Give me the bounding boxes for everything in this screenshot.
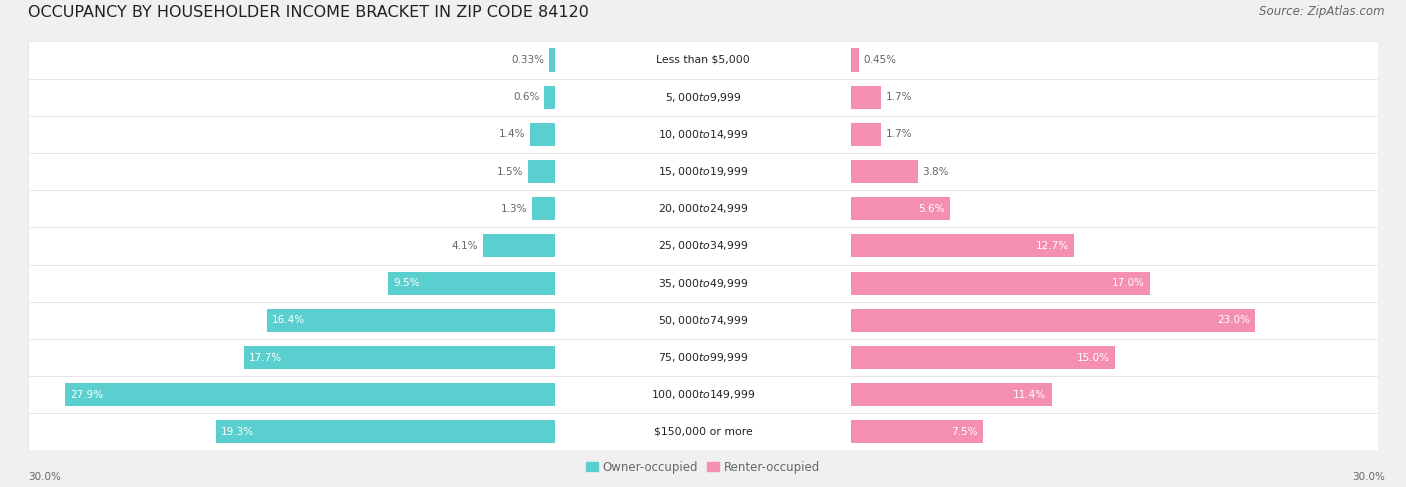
Text: 11.4%: 11.4% xyxy=(1014,390,1046,400)
Text: 16.4%: 16.4% xyxy=(271,315,305,325)
Bar xyxy=(28,153,1378,190)
Bar xyxy=(28,339,1378,376)
Text: 4.1%: 4.1% xyxy=(451,241,478,251)
Bar xyxy=(530,123,554,146)
Text: 1.3%: 1.3% xyxy=(501,204,527,214)
Text: 5.6%: 5.6% xyxy=(918,204,945,214)
Bar xyxy=(482,234,554,258)
Text: 0.6%: 0.6% xyxy=(513,92,540,102)
Text: $35,000 to $49,999: $35,000 to $49,999 xyxy=(658,277,748,290)
Text: 17.0%: 17.0% xyxy=(1112,278,1144,288)
Bar xyxy=(28,413,1378,450)
Bar xyxy=(548,49,554,72)
Text: 1.5%: 1.5% xyxy=(498,167,523,177)
Bar xyxy=(852,420,983,443)
Bar xyxy=(852,197,949,220)
Text: $50,000 to $74,999: $50,000 to $74,999 xyxy=(658,314,748,327)
Bar xyxy=(852,346,1115,369)
Text: 30.0%: 30.0% xyxy=(1353,472,1385,482)
Text: 27.9%: 27.9% xyxy=(70,390,104,400)
Text: $150,000 or more: $150,000 or more xyxy=(654,427,752,437)
Text: 3.8%: 3.8% xyxy=(922,167,949,177)
Text: $100,000 to $149,999: $100,000 to $149,999 xyxy=(651,388,755,401)
Text: $75,000 to $99,999: $75,000 to $99,999 xyxy=(658,351,748,364)
Bar xyxy=(28,116,1378,153)
Text: Less than $5,000: Less than $5,000 xyxy=(657,55,749,65)
Bar xyxy=(245,346,554,369)
Text: 1.4%: 1.4% xyxy=(499,130,526,139)
Bar xyxy=(531,197,554,220)
Bar xyxy=(28,41,1378,78)
Bar xyxy=(28,376,1378,413)
Bar xyxy=(852,160,918,183)
Bar xyxy=(28,227,1378,264)
Bar xyxy=(852,309,1256,332)
Text: OCCUPANCY BY HOUSEHOLDER INCOME BRACKET IN ZIP CODE 84120: OCCUPANCY BY HOUSEHOLDER INCOME BRACKET … xyxy=(28,5,589,20)
Bar xyxy=(852,49,859,72)
Text: 12.7%: 12.7% xyxy=(1036,241,1069,251)
Text: 17.7%: 17.7% xyxy=(249,353,283,362)
Text: 15.0%: 15.0% xyxy=(1077,353,1109,362)
Text: 30.0%: 30.0% xyxy=(28,472,60,482)
Text: $25,000 to $34,999: $25,000 to $34,999 xyxy=(658,240,748,252)
Text: 7.5%: 7.5% xyxy=(952,427,977,437)
Bar xyxy=(852,86,882,109)
Bar xyxy=(28,190,1378,227)
Text: 0.45%: 0.45% xyxy=(863,55,897,65)
Bar xyxy=(852,234,1074,258)
Bar xyxy=(544,86,554,109)
Text: 1.7%: 1.7% xyxy=(886,92,912,102)
Bar xyxy=(388,272,554,295)
Text: 23.0%: 23.0% xyxy=(1216,315,1250,325)
Bar xyxy=(852,383,1052,406)
Text: 0.33%: 0.33% xyxy=(512,55,544,65)
Text: 1.7%: 1.7% xyxy=(886,130,912,139)
Text: $15,000 to $19,999: $15,000 to $19,999 xyxy=(658,165,748,178)
Bar xyxy=(28,302,1378,339)
Bar xyxy=(852,272,1150,295)
Bar xyxy=(65,383,554,406)
Text: 19.3%: 19.3% xyxy=(221,427,254,437)
Bar xyxy=(529,160,554,183)
Bar xyxy=(28,264,1378,302)
Text: Source: ZipAtlas.com: Source: ZipAtlas.com xyxy=(1260,5,1385,18)
Text: 9.5%: 9.5% xyxy=(394,278,419,288)
Text: $10,000 to $14,999: $10,000 to $14,999 xyxy=(658,128,748,141)
Text: $5,000 to $9,999: $5,000 to $9,999 xyxy=(665,91,741,104)
Bar xyxy=(28,78,1378,116)
Text: $20,000 to $24,999: $20,000 to $24,999 xyxy=(658,202,748,215)
Legend: Owner-occupied, Renter-occupied: Owner-occupied, Renter-occupied xyxy=(581,456,825,479)
Bar xyxy=(267,309,554,332)
Bar xyxy=(852,123,882,146)
Bar xyxy=(217,420,554,443)
